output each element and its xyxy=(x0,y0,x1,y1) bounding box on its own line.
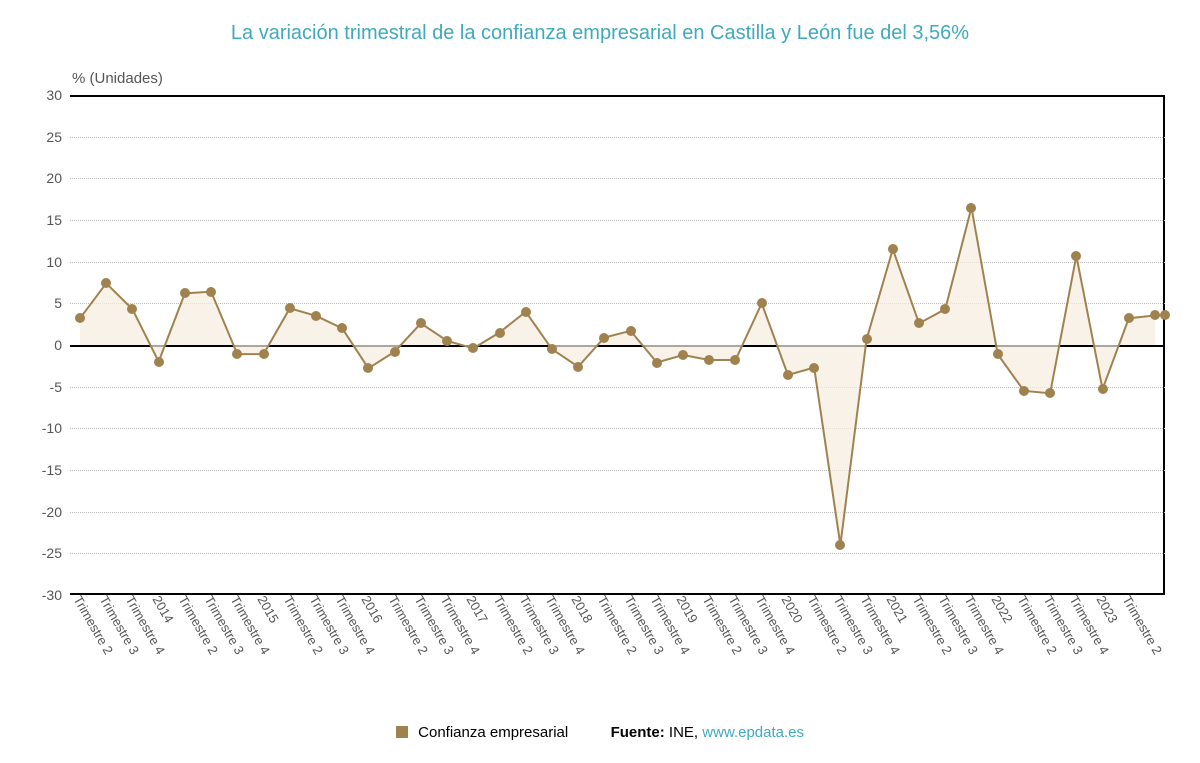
legend-marker xyxy=(396,726,408,738)
y-tick-label: -15 xyxy=(42,462,70,478)
y-tick-label: -25 xyxy=(42,545,70,561)
data-point xyxy=(442,336,452,346)
x-tick-label: 2016 xyxy=(359,593,386,626)
data-point xyxy=(1019,386,1029,396)
data-point xyxy=(888,244,898,254)
data-point xyxy=(599,333,609,343)
x-tick-label: 2015 xyxy=(254,593,281,626)
series-line xyxy=(80,208,1155,546)
y-axis-label: % (Unidades) xyxy=(72,70,163,87)
area-fill xyxy=(80,208,1155,546)
chart-container: La variación trimestral de la confianza … xyxy=(0,0,1200,763)
data-point xyxy=(521,307,531,317)
x-tick-label: 2019 xyxy=(674,593,701,626)
y-tick-label: 25 xyxy=(46,129,70,145)
data-point xyxy=(626,326,636,336)
data-point xyxy=(678,350,688,360)
y-tick-label: 20 xyxy=(46,170,70,186)
data-point xyxy=(495,328,505,338)
y-tick-label: 0 xyxy=(54,337,70,353)
legend-source-label: Fuente: xyxy=(611,724,665,741)
y-tick-label: 10 xyxy=(46,254,70,270)
data-point xyxy=(809,363,819,373)
data-point xyxy=(652,358,662,368)
x-tick-label: 2020 xyxy=(778,593,805,626)
x-tick-label: 2022 xyxy=(988,593,1015,626)
plot-area: 302520151050-5-10-15-20-25-30Trimestre 2… xyxy=(70,95,1165,595)
legend-source-value: INE, xyxy=(669,724,698,741)
y-tick-label: -20 xyxy=(42,504,70,520)
chart-title: La variación trimestral de la confianza … xyxy=(0,0,1200,45)
data-point xyxy=(993,349,1003,359)
legend-source-link[interactable]: www.epdata.es xyxy=(702,724,804,741)
x-tick-label: Trimestre 2 xyxy=(1119,593,1165,657)
data-point xyxy=(966,203,976,213)
x-tick-label: 2018 xyxy=(569,593,596,626)
data-point xyxy=(1098,384,1108,394)
x-tick-label: 2021 xyxy=(883,593,910,626)
y-tick-label: 30 xyxy=(46,87,70,103)
y-tick-label: -30 xyxy=(42,587,70,603)
data-point xyxy=(783,370,793,380)
data-point xyxy=(1160,310,1170,320)
y-tick-label: 15 xyxy=(46,212,70,228)
data-point xyxy=(573,362,583,372)
legend: Confianza empresarial Fuente: INE, www.e… xyxy=(0,724,1200,741)
line-layer xyxy=(70,95,1165,595)
data-point xyxy=(154,357,164,367)
data-point xyxy=(259,349,269,359)
y-tick-label: -10 xyxy=(42,420,70,436)
legend-series-label: Confianza empresarial xyxy=(418,724,568,741)
x-tick-label: 2017 xyxy=(464,593,491,626)
y-tick-label: -5 xyxy=(50,379,70,395)
data-point xyxy=(862,334,872,344)
y-tick-label: 5 xyxy=(54,295,70,311)
data-point xyxy=(311,311,321,321)
data-point xyxy=(757,298,767,308)
x-tick-label: 2014 xyxy=(149,593,176,626)
data-point xyxy=(390,347,400,357)
x-tick-label: 2023 xyxy=(1093,593,1120,626)
data-point xyxy=(206,287,216,297)
